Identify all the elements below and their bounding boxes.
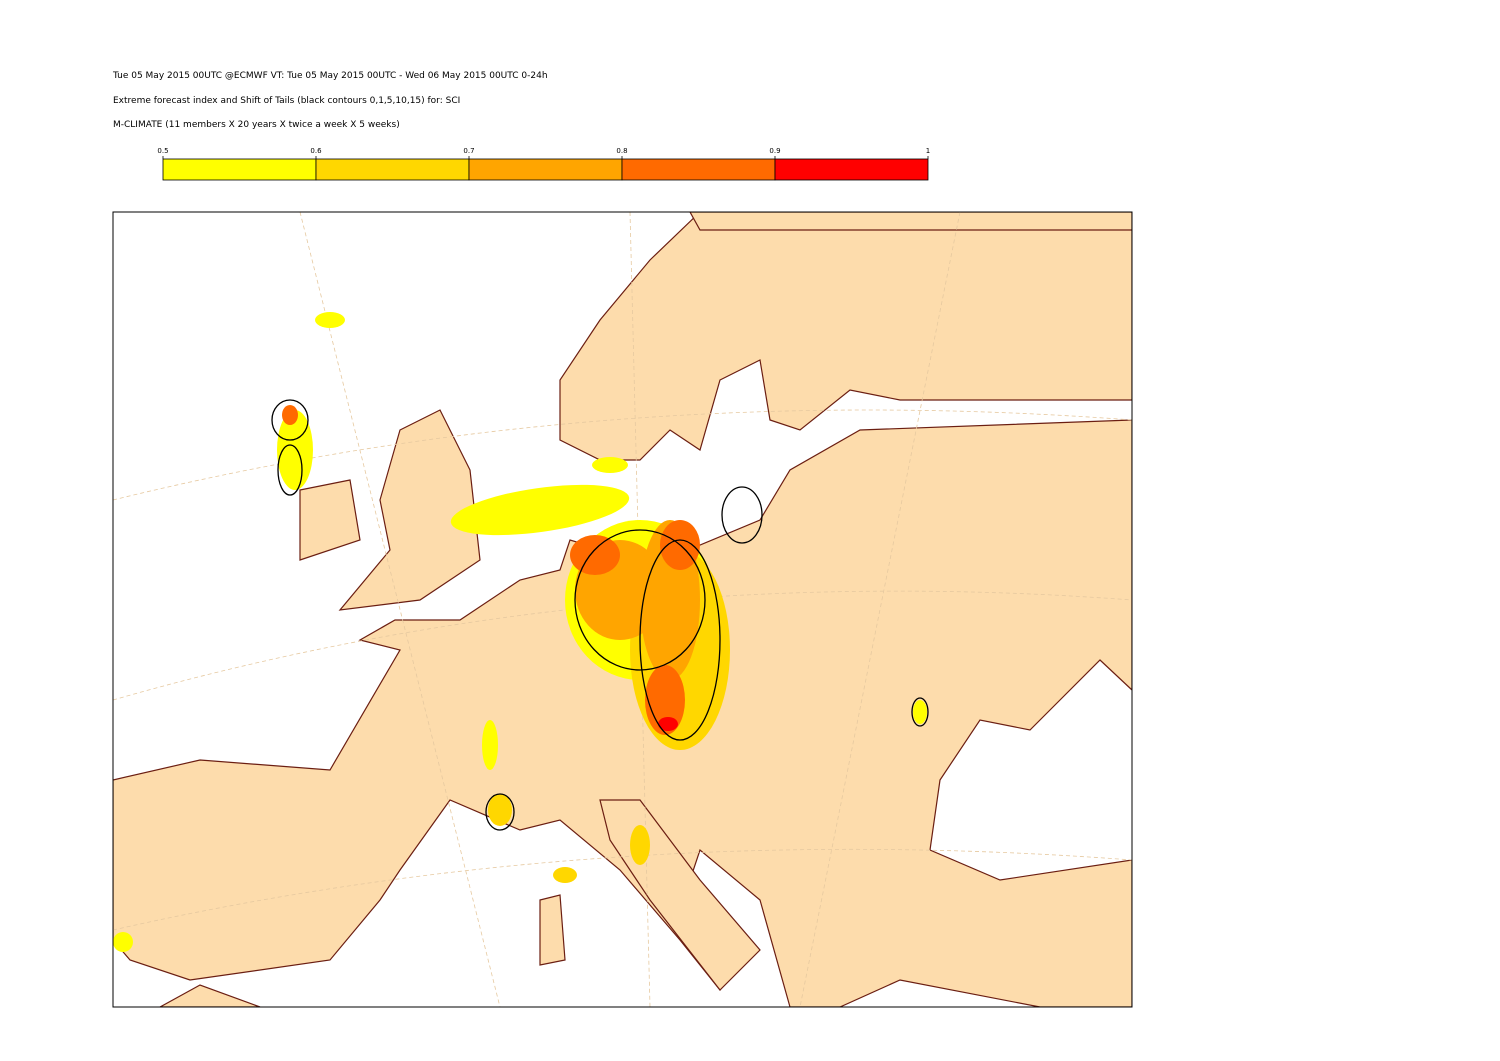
colorbar-tick-label: 0.9 [769, 147, 780, 155]
colorbar-tick-label: 0.7 [463, 147, 474, 155]
colorbar-tick-label: 0.6 [310, 147, 322, 155]
colorbar-tick-label: 0.8 [616, 147, 627, 155]
header-line: Tue 05 May 2015 00UTC @ECMWF VT: Tue 05 … [112, 71, 548, 81]
colorbar-tick-label: 1 [926, 147, 930, 155]
header-line: M-CLIMATE (11 members X 20 years X twice… [113, 120, 400, 130]
land [539, 894, 566, 966]
land [338, 409, 481, 611]
efi-shading [113, 312, 927, 952]
land [159, 984, 261, 1007]
colorbar-segment [774, 158, 929, 181]
land [113, 419, 1132, 1007]
map [112, 211, 1133, 1008]
land [299, 479, 361, 561]
header-line: Extreme forecast index and Shift of Tail… [113, 96, 460, 106]
land [559, 212, 1132, 461]
colorbar-segment [468, 158, 623, 181]
colorbar-tick-label: 0.5 [157, 147, 168, 155]
land [689, 212, 1132, 231]
colorbar: 0.5 0.6 0.7 0.8 0.9 1 [157, 147, 930, 181]
colorbar-segment [621, 158, 776, 181]
map-frame [112, 211, 1133, 1008]
colorbar-segment [315, 158, 470, 181]
sot-contours [271, 399, 929, 831]
colorbar-segment [162, 158, 317, 181]
